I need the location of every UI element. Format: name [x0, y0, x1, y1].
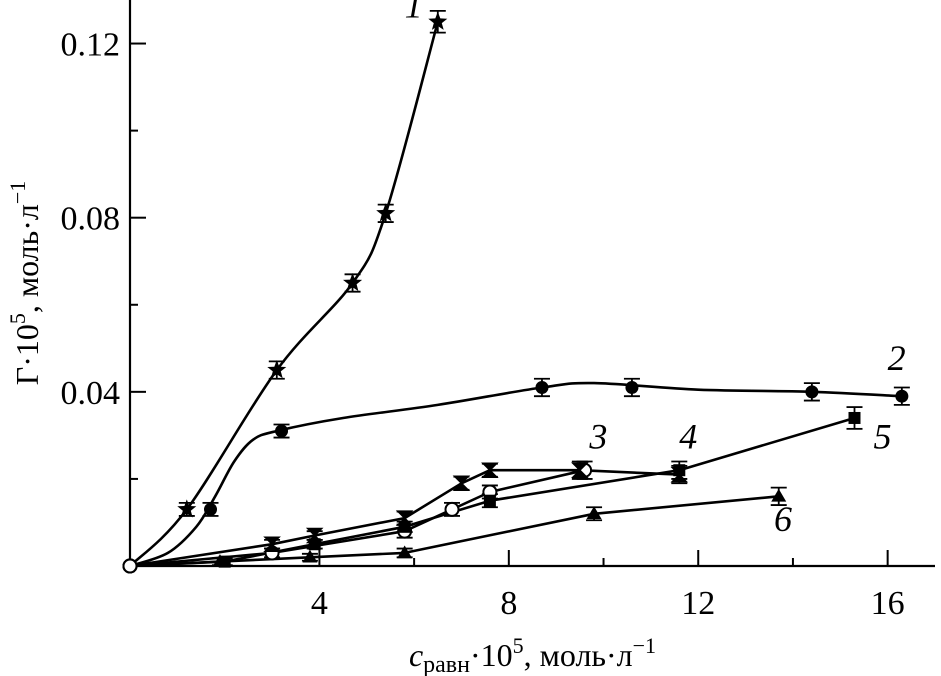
series-5-point — [673, 464, 686, 477]
series-4-line — [128, 468, 681, 568]
series-6-point — [212, 554, 228, 567]
series-2-point — [535, 380, 549, 394]
series-6-point — [586, 506, 602, 520]
series-5-label: 5 — [873, 416, 891, 456]
x-tick-label: 12 — [681, 585, 715, 622]
series-5-point — [398, 520, 411, 533]
series-1-point — [267, 360, 287, 379]
series-4-label: 4 — [679, 416, 697, 456]
x-axis-label: cравн·105, моль·л−1 — [409, 633, 656, 676]
tick-group: 4 8 12 16 0.04 0.08 0.12 — [61, 27, 905, 622]
x-axis-label-symbol: c — [409, 637, 423, 673]
x-tick-label: 16 — [871, 585, 905, 622]
y-axis-label-unit: , моль·л — [9, 204, 45, 313]
series-4-point — [571, 462, 589, 478]
x-axis-label-sup: 5 — [513, 633, 524, 658]
series-1-point — [428, 11, 448, 30]
chart-axes — [128, 0, 935, 568]
y-tick-label: 0.12 — [61, 27, 121, 64]
x-tick-label: 8 — [500, 585, 517, 622]
series-4-point — [452, 475, 471, 492]
y-axis-label-unit-sup: −1 — [5, 181, 30, 204]
series-2-point — [805, 385, 819, 399]
series-5-point — [483, 494, 496, 507]
error-bars — [178, 9, 910, 567]
series-1-point — [177, 499, 197, 518]
y-tick-label: 0.04 — [61, 375, 121, 412]
series-2-point — [895, 389, 909, 403]
y-axis-label-sup: 5 — [5, 313, 30, 324]
series-3-label: 3 — [588, 416, 607, 456]
series-2-label: 2 — [888, 338, 906, 378]
series-2-point — [204, 502, 217, 516]
series-4-point — [481, 462, 499, 478]
series-3-line — [128, 468, 586, 568]
series-6-point — [302, 549, 318, 563]
x-axis-label-unit: , моль·л — [524, 637, 633, 673]
x-axis-label-rest: ·10 — [470, 637, 513, 673]
series-6-point — [397, 545, 413, 559]
series-1-point — [376, 203, 396, 222]
series-labels: 1 2 3 4 5 6 — [405, 0, 906, 539]
series-5-point — [848, 411, 861, 424]
series-5-point — [308, 538, 321, 551]
series-1-point — [343, 273, 363, 292]
y-tick-label: 0.08 — [61, 201, 121, 238]
x-axis-label-subscript: равн — [423, 652, 470, 676]
y-axis-label: Γ·105, моль·л−1 — [5, 181, 45, 386]
series-6-label: 6 — [774, 499, 792, 539]
series-2-point — [275, 424, 289, 438]
series-3-point — [444, 501, 460, 517]
series-6-point — [771, 488, 787, 502]
series-4-point — [395, 510, 414, 526]
series-1-line — [128, 20, 440, 568]
series-6-line — [128, 495, 780, 568]
y-axis-label-symbol: Γ·10 — [9, 324, 45, 385]
x-axis-label-unit-sup: −1 — [633, 633, 656, 658]
markers — [122, 11, 909, 574]
series-lines — [128, 20, 904, 568]
series-4-point — [263, 536, 281, 552]
series-1-label: 1 — [405, 0, 423, 25]
series-2-point — [625, 380, 639, 394]
x-tick-label: 4 — [311, 585, 328, 622]
series-6-point — [122, 558, 138, 574]
